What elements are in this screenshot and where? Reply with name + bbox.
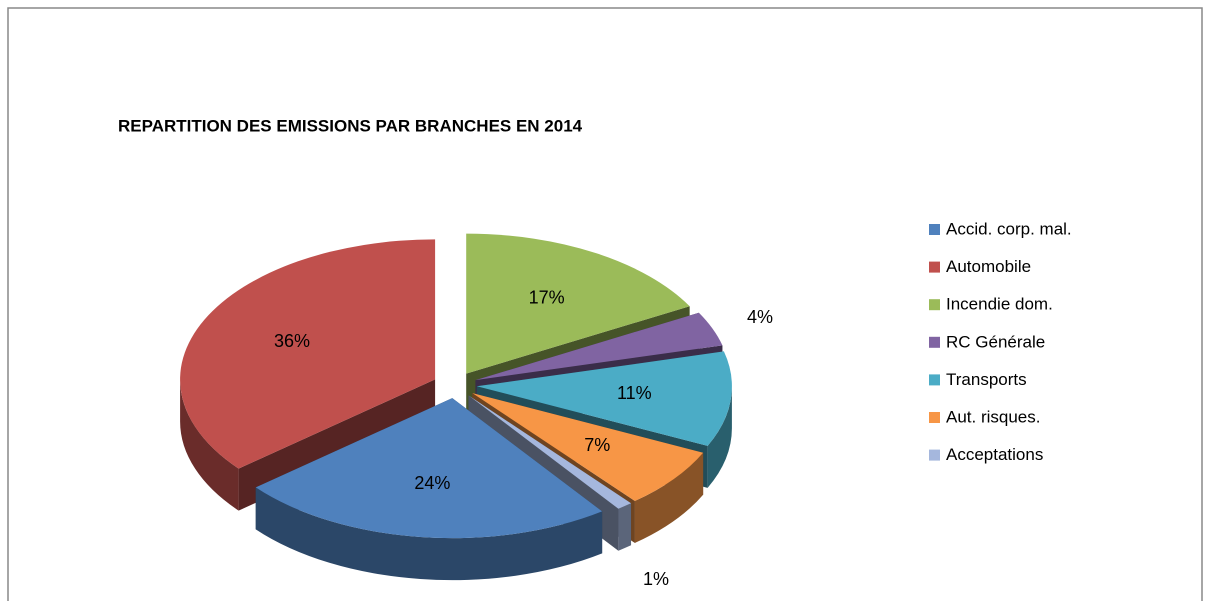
legend-label: Transports <box>946 370 1027 389</box>
slice-top <box>475 312 723 381</box>
legend-swatch <box>929 336 940 348</box>
legend-swatch <box>929 412 940 423</box>
slice-top <box>466 233 690 374</box>
slice-top <box>472 393 704 501</box>
data-label: 7% <box>584 435 610 455</box>
data-label: 17% <box>529 288 565 308</box>
legend-label: Incendie dom. <box>946 295 1053 314</box>
slice-top <box>180 239 436 469</box>
legend-label: Acceptations <box>946 445 1043 464</box>
slice-side <box>634 452 704 543</box>
slice-side <box>618 503 632 551</box>
chart-title: REPARTITION DES EMISSIONS PAR BRANCHES E… <box>118 116 583 135</box>
legend-swatch <box>929 374 940 386</box>
legend-label: Aut. risques. <box>946 407 1041 426</box>
legend-swatch <box>929 299 940 311</box>
legend-label: Automobile <box>946 257 1031 276</box>
legend-label: Accid. corp. mal. <box>946 219 1072 238</box>
legend-swatch <box>929 224 940 235</box>
data-label: 24% <box>414 473 450 493</box>
slice-top <box>468 395 632 509</box>
slice-side <box>180 379 239 511</box>
slice-side <box>255 487 603 581</box>
slice-side <box>707 386 732 488</box>
data-label: 1% <box>643 569 669 589</box>
slice-top <box>255 398 603 539</box>
legend-label: RC Générale <box>946 332 1045 351</box>
slice <box>255 398 603 581</box>
data-label: 4% <box>747 307 773 327</box>
legend-swatch <box>929 261 940 273</box>
data-label: 11% <box>617 383 652 403</box>
data-label: 36% <box>274 331 310 351</box>
legend-swatch <box>929 449 940 461</box>
slice-top <box>476 351 732 446</box>
